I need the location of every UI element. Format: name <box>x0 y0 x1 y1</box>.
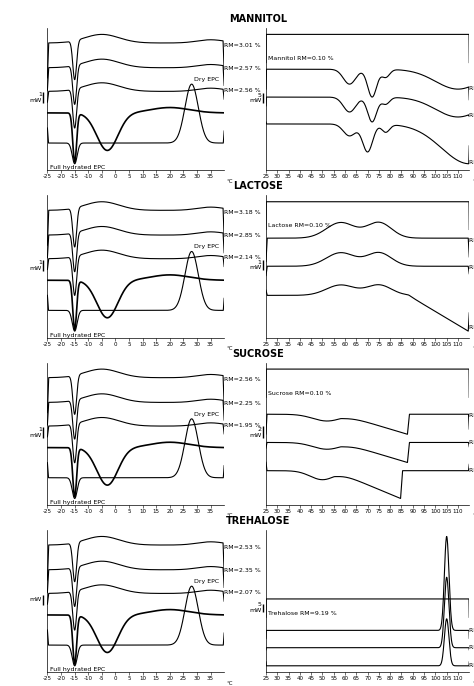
Text: mW: mW <box>30 598 42 602</box>
Text: RM=3.01 %: RM=3.01 % <box>224 43 261 48</box>
Text: 1
mW: 1 mW <box>30 93 42 104</box>
X-axis label: °C: °C <box>226 346 233 351</box>
Text: 1
mW: 1 mW <box>30 427 42 438</box>
Text: TREHALOSE: TREHALOSE <box>226 516 291 526</box>
Text: RM=3.01 %: RM=3.01 % <box>469 86 474 91</box>
Text: MANNITOL: MANNITOL <box>229 14 287 24</box>
Text: SUCROSE: SUCROSE <box>232 348 284 359</box>
Text: RM=2.53 %: RM=2.53 % <box>469 628 474 633</box>
X-axis label: °C: °C <box>472 513 474 519</box>
X-axis label: °C: °C <box>226 513 233 519</box>
Text: RM=2.56 %: RM=2.56 % <box>224 377 261 382</box>
Text: Dry EPC: Dry EPC <box>194 77 219 82</box>
Text: Trehalose RM=9.19 %: Trehalose RM=9.19 % <box>268 611 337 616</box>
Text: RM=2.53 %: RM=2.53 % <box>224 545 261 549</box>
Text: RM=2.14 %: RM=2.14 % <box>224 255 261 261</box>
Text: RM=2.07 %: RM=2.07 % <box>469 663 474 668</box>
Text: RM=2.07 %: RM=2.07 % <box>224 590 261 595</box>
Text: RM=3.18 %: RM=3.18 % <box>224 210 261 215</box>
Text: Full hydrated EPC: Full hydrated EPC <box>50 500 105 505</box>
Text: Full hydrated EPC: Full hydrated EPC <box>50 165 105 170</box>
X-axis label: °C: °C <box>226 681 233 686</box>
Text: Dry EPC: Dry EPC <box>194 412 219 416</box>
Text: 1
mW: 1 mW <box>30 260 42 270</box>
Text: Lactose RM=0.10 %: Lactose RM=0.10 % <box>268 223 331 228</box>
Text: Dry EPC: Dry EPC <box>194 244 219 249</box>
Text: RM=1.95 %: RM=1.95 % <box>224 423 261 428</box>
Text: RM=2.85 %: RM=2.85 % <box>469 265 474 270</box>
Text: RM=2.56 %: RM=2.56 % <box>224 88 261 93</box>
Text: LACTOSE: LACTOSE <box>234 181 283 191</box>
Text: RM=2.25 %: RM=2.25 % <box>469 440 474 445</box>
Text: RM=2.57 %: RM=2.57 % <box>224 66 261 71</box>
Text: Full hydrated EPC: Full hydrated EPC <box>50 667 105 672</box>
Text: RM=2.35 %: RM=2.35 % <box>224 568 261 573</box>
Text: RM=3.18 %: RM=3.18 % <box>469 238 474 243</box>
X-axis label: °C: °C <box>472 179 474 184</box>
Text: RM=2.85 %: RM=2.85 % <box>224 233 261 238</box>
X-axis label: °C: °C <box>472 346 474 351</box>
Text: 5
mW: 5 mW <box>249 93 262 104</box>
Text: RM=2.25 %: RM=2.25 % <box>224 401 261 405</box>
Text: RM=2.35 %: RM=2.35 % <box>469 646 474 650</box>
X-axis label: °C: °C <box>472 681 474 686</box>
Text: 2
mW: 2 mW <box>249 427 262 438</box>
Text: Sucrose RM=0.10 %: Sucrose RM=0.10 % <box>268 390 332 396</box>
Text: RM=2.56 %: RM=2.56 % <box>469 413 474 418</box>
Text: RM=1.95 %: RM=1.95 % <box>469 468 474 473</box>
X-axis label: °C: °C <box>226 179 233 184</box>
Text: 1
mW: 1 mW <box>249 259 262 270</box>
Text: RM=2.56 %: RM=2.56 % <box>469 160 474 165</box>
Text: Full hydrated EPC: Full hydrated EPC <box>50 333 105 338</box>
Text: 5
mW: 5 mW <box>249 602 262 613</box>
Text: Dry EPC: Dry EPC <box>194 579 219 584</box>
Text: RM=2.14 %: RM=2.14 % <box>469 325 474 331</box>
Text: Mannitol RM=0.10 %: Mannitol RM=0.10 % <box>268 56 334 61</box>
Text: RM=2.57 %: RM=2.57 % <box>469 113 474 118</box>
